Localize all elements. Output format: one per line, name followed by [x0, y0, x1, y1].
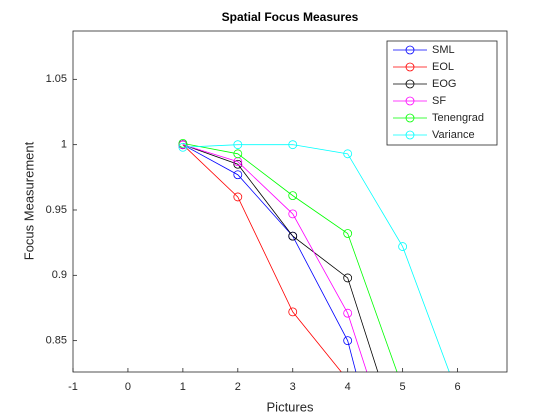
x-tick-label: 5	[400, 381, 406, 393]
legend-label: SF	[432, 95, 446, 107]
legend-label: Variance	[432, 129, 475, 141]
x-tick-label: 4	[345, 381, 351, 393]
y-axis-label: Focus Measurement	[21, 141, 36, 260]
legend-marker	[405, 79, 415, 89]
data-point	[398, 242, 408, 251]
legend-marker	[405, 62, 415, 72]
data-point	[233, 170, 243, 180]
legend-marker	[405, 96, 415, 106]
series-line	[182, 144, 379, 372]
y-tick-label: 0.9	[52, 269, 67, 281]
data-point	[233, 192, 243, 202]
data-point	[288, 191, 298, 201]
data-point	[178, 142, 188, 152]
data-point	[233, 159, 243, 169]
axes-box	[72, 30, 508, 373]
chart-title: Spatial Focus Measures	[222, 10, 359, 24]
data-point	[343, 149, 353, 159]
x-tick-label: 0	[125, 381, 131, 393]
x-tick-label: 3	[290, 381, 296, 393]
legend-box	[386, 40, 498, 146]
legend-label: EOG	[432, 78, 456, 90]
legend-marker	[405, 45, 415, 55]
y-tick-label: 1	[61, 139, 67, 151]
y-tick-label: 0.95	[46, 204, 67, 216]
data-point	[343, 336, 353, 346]
series-line	[182, 142, 398, 372]
legend: SML EOL EOG SF Tenengrad Variance	[386, 40, 498, 146]
x-tick-label: 2	[235, 381, 241, 393]
x-tick-label: 6	[454, 381, 460, 393]
y-tick-label: 1.05	[46, 73, 67, 85]
data-point	[288, 231, 298, 241]
data-point	[233, 140, 243, 150]
x-tick-label: 1	[180, 381, 186, 393]
data-point	[343, 308, 353, 318]
legend-marker	[405, 113, 415, 123]
data-point	[288, 307, 298, 317]
y-tick-label: 0.85	[46, 335, 67, 347]
x-axis-label: Pictures	[267, 399, 314, 414]
legend-label: SML	[432, 44, 455, 56]
data-point	[288, 140, 298, 150]
legend-label: Tenengrad	[432, 112, 484, 124]
plot-area	[178, 138, 450, 372]
data-point	[343, 273, 353, 283]
data-point	[233, 149, 243, 159]
series-line	[182, 144, 368, 372]
data-point	[288, 209, 298, 219]
legend-marker	[405, 130, 415, 140]
data-point	[178, 138, 188, 148]
x-tick-label: -1	[68, 381, 78, 393]
legend-label: EOL	[432, 61, 454, 73]
series-line	[182, 144, 342, 372]
data-point	[343, 229, 353, 238]
series-line	[182, 144, 450, 372]
